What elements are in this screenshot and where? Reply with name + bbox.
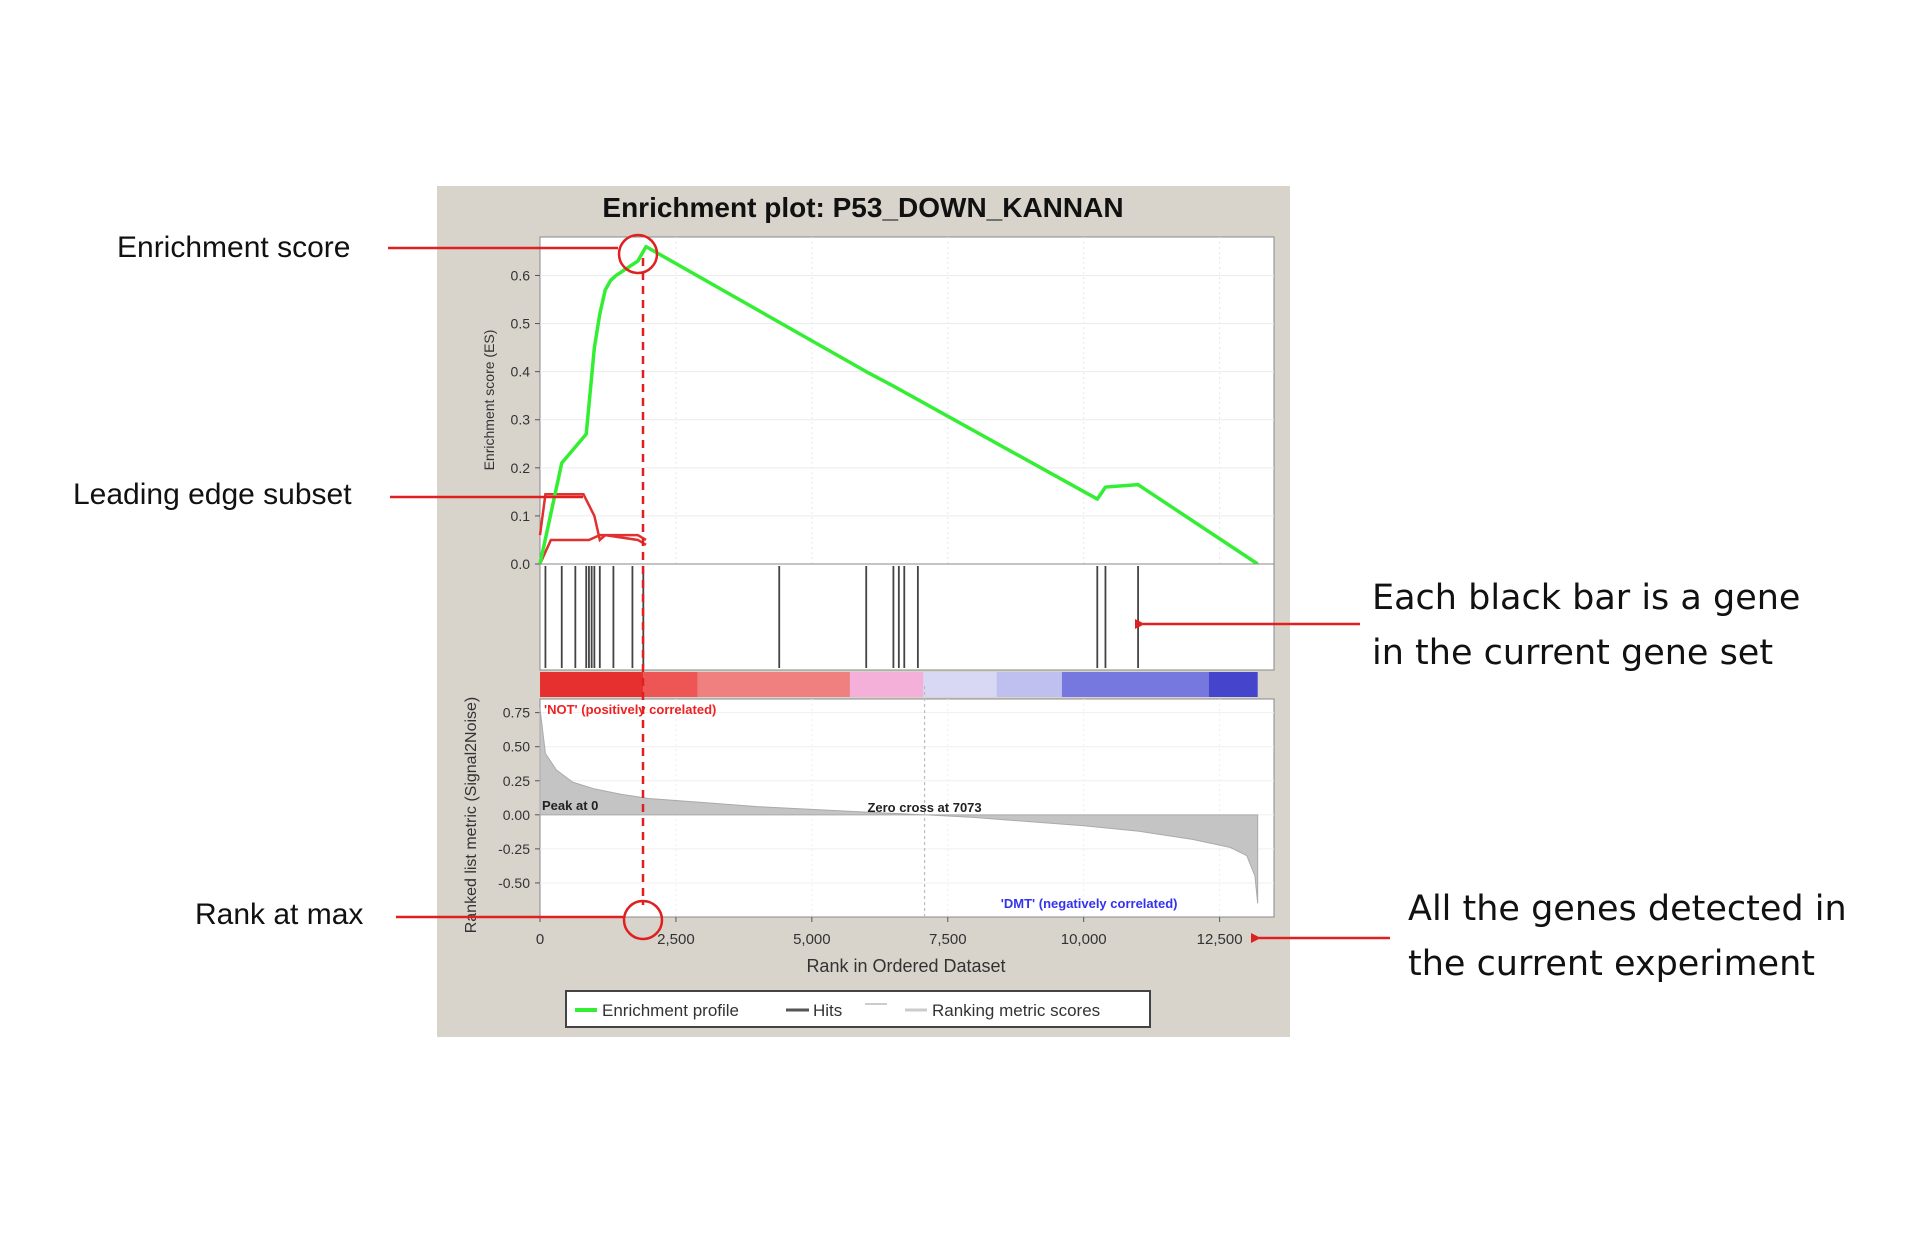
heatmap-segment bbox=[643, 672, 698, 697]
ranking-metric-area bbox=[539, 708, 1259, 904]
legend: Enrichment profile Hits Ranking metric s… bbox=[565, 990, 1151, 1028]
es-tick-label: 0.5 bbox=[511, 316, 531, 332]
heatmap-segment bbox=[1208, 672, 1258, 697]
es-tick-label: 0.3 bbox=[511, 412, 531, 428]
metric-tick-label: 0.25 bbox=[503, 773, 530, 789]
es-y-axis: 0.0 0.1 0.2 0.3 0.4 0.5 0.6 bbox=[511, 267, 540, 572]
heatmap-segment bbox=[1061, 672, 1209, 697]
metric-tick-label: 0.75 bbox=[503, 705, 530, 721]
enrichment-score-label: Enrichment score bbox=[117, 231, 351, 264]
metric-y-label: Ranked list metric (Signal2Noise) bbox=[463, 697, 480, 934]
rank-at-max-marker bbox=[622, 899, 664, 941]
x-tick-label: 7,500 bbox=[929, 931, 967, 948]
enrichment-profile-line bbox=[538, 244, 1259, 566]
enrichment-score-marker bbox=[617, 233, 659, 275]
negative-correlated-label: 'DMT' (negatively correlated) bbox=[1001, 896, 1178, 911]
x-tick-label: 2,500 bbox=[657, 931, 695, 948]
heatmap-segment bbox=[996, 672, 1062, 697]
legend-enrichment-profile: Enrichment profile bbox=[602, 1001, 739, 1020]
gene-bar-explanation: Each black bar is a gene in the current … bbox=[1372, 571, 1800, 681]
genes-detected-line-2: the current experiment bbox=[1408, 944, 1815, 984]
genes-detected-line-1: All the genes detected in bbox=[1408, 889, 1847, 929]
ranking-heatmap bbox=[540, 672, 1258, 697]
genes-detected-explanation: All the genes detected in the current ex… bbox=[1408, 882, 1847, 992]
zero-cross-label: Zero cross at 7073 bbox=[867, 800, 981, 815]
x-tick-label: 10,000 bbox=[1061, 931, 1107, 948]
es-tick-label: 0.0 bbox=[511, 556, 531, 572]
x-tick-label: 12,500 bbox=[1197, 931, 1243, 948]
es-tick-label: 0.4 bbox=[511, 364, 531, 380]
metric-tick-label: 0.00 bbox=[503, 807, 530, 823]
x-axis: 0 2,500 5,000 7,500 10,000 12,500 bbox=[536, 917, 1243, 948]
x-axis-label: Rank in Ordered Dataset bbox=[806, 956, 1005, 976]
leading-edge-subset bbox=[538, 493, 647, 565]
es-y-label: Enrichment score (ES) bbox=[481, 330, 497, 471]
es-tick-label: 0.1 bbox=[511, 508, 531, 524]
rank-at-max-label: Rank at max bbox=[195, 898, 364, 931]
positive-correlated-label: 'NOT' (positively correlated) bbox=[544, 702, 716, 717]
leading-edge-line bbox=[538, 493, 647, 543]
heatmap-segment bbox=[923, 672, 997, 697]
metric-tick-label: -0.50 bbox=[498, 875, 530, 891]
gene-bar-line-1: Each black bar is a gene bbox=[1372, 578, 1801, 618]
leading-edge-subset-label: Leading edge subset bbox=[73, 478, 352, 511]
x-tick-label: 5,000 bbox=[793, 931, 831, 948]
gene-bar-line-2: in the current gene set bbox=[1372, 633, 1774, 673]
legend-ranking-metric: Ranking metric scores bbox=[932, 1001, 1100, 1020]
leading-edge-floor-line bbox=[538, 533, 647, 565]
chart-title: Enrichment plot: P53_DOWN_KANNAN bbox=[602, 192, 1123, 223]
metric-tick-label: -0.25 bbox=[498, 841, 530, 857]
es-tick-label: 0.2 bbox=[511, 460, 531, 476]
legend-hits: Hits bbox=[813, 1001, 842, 1020]
heatmap-segment bbox=[849, 672, 924, 697]
gene-hits bbox=[544, 566, 1139, 668]
peak-label: Peak at 0 bbox=[542, 798, 598, 813]
heatmap-segment bbox=[697, 672, 850, 697]
x-tick-label: 0 bbox=[536, 931, 544, 948]
heatmap-segment bbox=[540, 672, 644, 697]
metric-tick-label: 0.50 bbox=[503, 739, 530, 755]
metric-y-axis: 0.75 0.50 0.25 0.00 -0.25 -0.50 bbox=[498, 705, 540, 891]
hits-area bbox=[539, 563, 1275, 671]
es-tick-label: 0.6 bbox=[511, 267, 531, 283]
annotation-overlays bbox=[388, 233, 1390, 943]
es-plot-area bbox=[539, 236, 1275, 565]
